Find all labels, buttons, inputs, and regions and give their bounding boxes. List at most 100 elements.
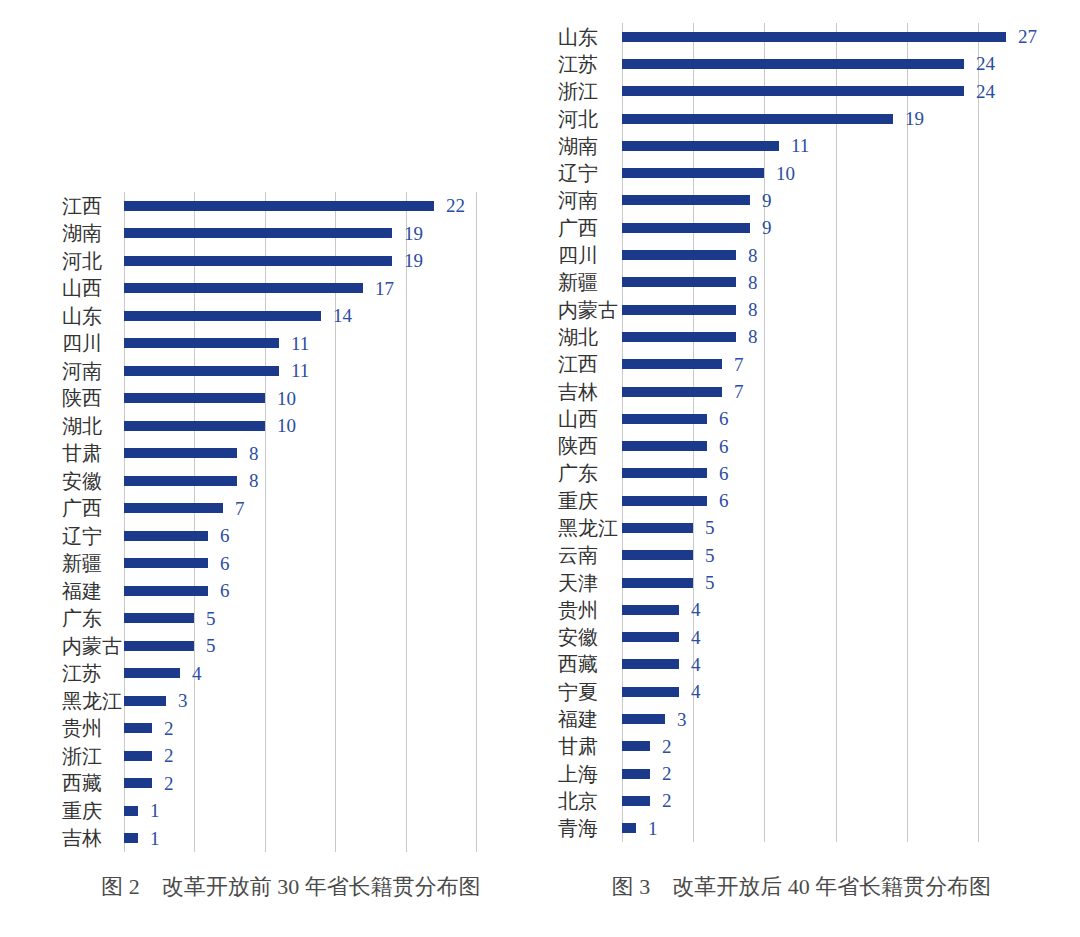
bar <box>124 696 166 706</box>
bar-area: 8 <box>124 440 520 468</box>
value-label: 2 <box>164 746 174 765</box>
bar-area: 8 <box>622 241 1045 268</box>
chart-row: 吉林7 <box>558 378 1045 405</box>
bar <box>124 366 279 376</box>
chart-row: 天津5 <box>558 569 1045 596</box>
chart-row: 广东6 <box>558 460 1045 487</box>
bar-area: 9 <box>622 187 1045 214</box>
bar <box>622 359 722 369</box>
chart-row: 山东27 <box>558 23 1045 50</box>
category-label: 河南 <box>558 190 622 210</box>
category-label: 河北 <box>62 251 124 271</box>
chart-row: 黑龙江3 <box>62 687 520 715</box>
bar <box>124 531 208 541</box>
category-label: 陕西 <box>558 436 622 456</box>
value-label: 6 <box>719 437 729 456</box>
chart-row: 内蒙古5 <box>62 632 520 660</box>
chart-row: 宁夏4 <box>558 678 1045 705</box>
chart-row: 河南11 <box>62 357 520 385</box>
chart-row: 新疆6 <box>62 550 520 578</box>
bar-area: 1 <box>124 825 520 853</box>
value-label: 10 <box>277 416 296 435</box>
bar-area: 3 <box>124 687 520 715</box>
bar-area: 7 <box>622 351 1045 378</box>
value-label: 6 <box>220 581 230 600</box>
value-label: 6 <box>719 491 729 510</box>
category-label: 山西 <box>62 278 124 298</box>
bar-area: 4 <box>622 624 1045 651</box>
bar <box>124 393 265 403</box>
bar <box>622 59 964 69</box>
category-label: 浙江 <box>558 81 622 101</box>
bar-area: 1 <box>622 815 1045 842</box>
bar-area: 6 <box>622 460 1045 487</box>
value-label: 11 <box>291 361 309 380</box>
bar <box>622 32 1006 42</box>
bar <box>622 468 707 478</box>
value-label: 8 <box>748 300 758 319</box>
bar-area: 19 <box>622 105 1045 132</box>
bar <box>622 441 707 451</box>
bar-area: 11 <box>622 132 1045 159</box>
chart-row: 河北19 <box>62 247 520 275</box>
bar <box>124 806 138 816</box>
value-label: 7 <box>235 499 245 518</box>
category-label: 重庆 <box>558 491 622 511</box>
chart-row: 青海1 <box>558 815 1045 842</box>
value-label: 22 <box>446 196 465 215</box>
bar-area: 8 <box>622 296 1045 323</box>
bar <box>124 448 237 458</box>
category-label: 吉林 <box>62 828 124 848</box>
category-label: 甘肃 <box>558 736 622 756</box>
bar-area: 2 <box>124 715 520 743</box>
value-label: 2 <box>164 719 174 738</box>
bar <box>622 796 650 806</box>
value-label: 11 <box>291 334 309 353</box>
chart-row: 重庆1 <box>62 797 520 825</box>
value-label: 10 <box>277 389 296 408</box>
bar-area: 8 <box>124 467 520 495</box>
chart-rows: 江西22湖南19河北19山西17山东14四川11河南11陕西10湖北10甘肃8安… <box>62 192 520 852</box>
value-label: 9 <box>762 218 772 237</box>
value-label: 11 <box>791 136 809 155</box>
category-label: 重庆 <box>62 801 124 821</box>
value-label: 17 <box>375 279 394 298</box>
chart-row: 广西9 <box>558 214 1045 241</box>
bar <box>124 778 152 788</box>
category-label: 湖南 <box>558 136 622 156</box>
chart-row: 重庆 6 <box>558 487 1045 514</box>
bar-area: 27 <box>622 23 1045 50</box>
category-label: 江苏 <box>558 54 622 74</box>
category-label: 宁夏 <box>558 682 622 702</box>
category-label: 安徽 <box>62 471 124 491</box>
bar <box>124 751 152 761</box>
bar <box>622 387 722 397</box>
bar-area: 5 <box>124 605 520 633</box>
value-label: 4 <box>691 628 701 647</box>
chart-row: 四川8 <box>558 241 1045 268</box>
bar <box>124 668 180 678</box>
bar <box>622 769 650 779</box>
chart-rows: 山东27江苏24浙江24河北19湖南11辽宁10河南9广西9四川8新疆8内蒙古8… <box>558 23 1045 842</box>
chart-row: 辽宁6 <box>62 522 520 550</box>
bar-area: 7 <box>124 495 520 523</box>
category-label: 新疆 <box>558 272 622 292</box>
bar-area: 8 <box>622 269 1045 296</box>
bar <box>622 168 764 178</box>
bar-area: 19 <box>124 220 520 248</box>
category-label: 甘肃 <box>62 443 124 463</box>
bar-area: 8 <box>622 323 1045 350</box>
bar-area: 6 <box>622 405 1045 432</box>
bar-area: 7 <box>622 378 1045 405</box>
chart-row: 湖南 11 <box>558 132 1045 159</box>
chart-row: 浙江24 <box>558 78 1045 105</box>
value-label: 4 <box>691 600 701 619</box>
category-label: 四川 <box>62 333 124 353</box>
bar-area: 6 <box>124 577 520 605</box>
value-label: 5 <box>705 518 715 537</box>
chart-row: 河北19 <box>558 105 1045 132</box>
chart-row: 河南9 <box>558 187 1045 214</box>
chart-row: 山西 17 <box>62 275 520 303</box>
value-label: 14 <box>333 306 352 325</box>
category-label: 福建 <box>558 709 622 729</box>
